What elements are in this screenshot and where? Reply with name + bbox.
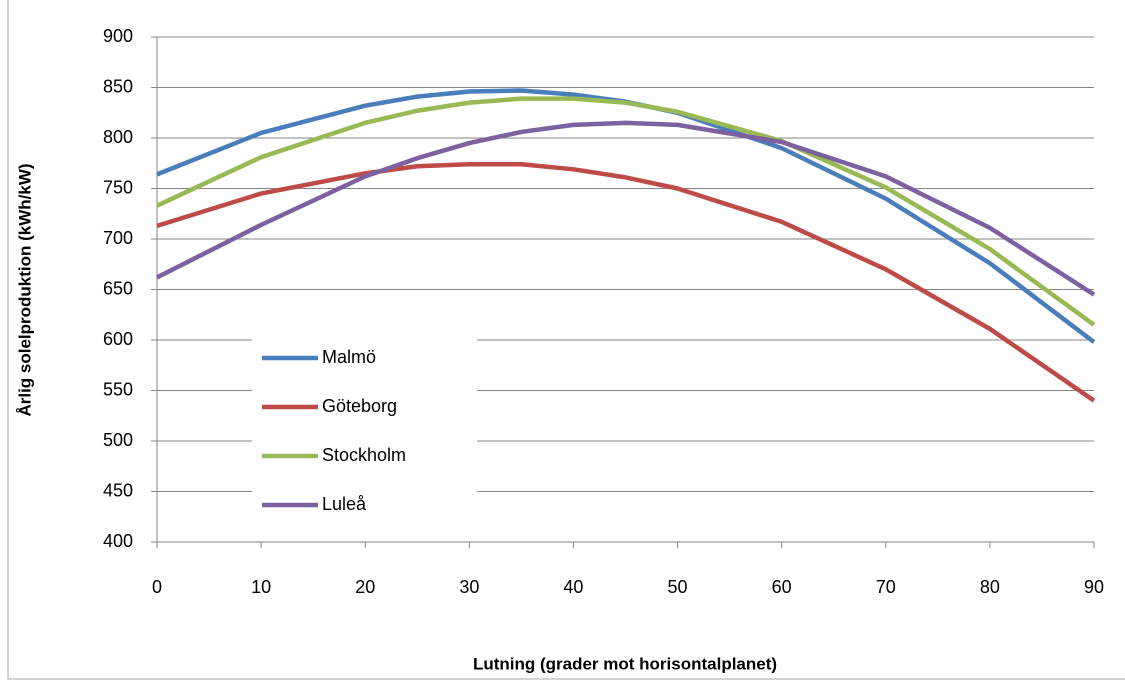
y-tick-label: 450 (103, 480, 133, 500)
legend-label: Malmö (322, 347, 376, 367)
series-line (156, 88, 1096, 344)
legend-label: Stockholm (322, 445, 406, 465)
x-axis-title: Lutning (grader mot horisontalplanet) (473, 654, 777, 673)
x-tick-label: 60 (772, 577, 792, 597)
y-tick-label: 800 (103, 127, 133, 147)
x-tick-label: 50 (668, 577, 688, 597)
x-tick-label: 30 (459, 577, 479, 597)
y-tick-label: 850 (103, 76, 133, 96)
chart-frame (7, 0, 1125, 680)
x-tick-label: 80 (980, 577, 1000, 597)
y-axis-title: Årlig solelproduktion (kWh/kW) (15, 163, 34, 416)
x-tick-label: 0 (152, 577, 162, 597)
series-line (155, 120, 1096, 297)
y-tick-label: 400 (103, 531, 133, 551)
x-tick-label: 40 (563, 577, 583, 597)
legend-label: Göteborg (322, 396, 397, 416)
y-tick-label: 900 (103, 26, 133, 46)
x-tick-label: 70 (876, 577, 896, 597)
y-tick-label: 750 (103, 177, 133, 197)
y-tick-label: 500 (103, 430, 133, 450)
legend-box (252, 335, 477, 527)
y-tick-label: 550 (103, 379, 133, 399)
series-line (156, 162, 1096, 403)
y-tick-label: 700 (103, 228, 133, 248)
series-line (156, 96, 1096, 327)
y-tick-label: 600 (103, 329, 133, 349)
y-tick-label: 650 (103, 278, 133, 298)
legend-label: Luleå (322, 494, 367, 514)
x-tick-label: 20 (355, 577, 375, 597)
x-tick-label: 10 (251, 577, 271, 597)
x-tick-label: 90 (1084, 577, 1104, 597)
